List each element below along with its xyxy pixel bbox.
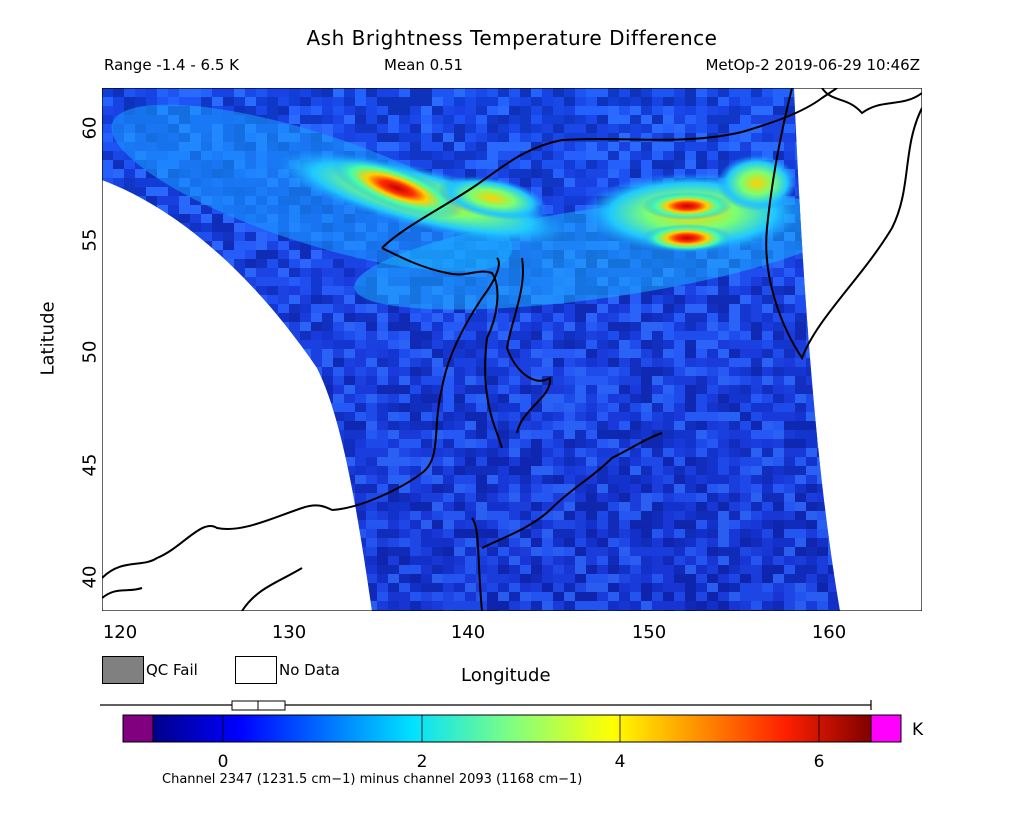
y-tick-label: 45 bbox=[79, 453, 101, 477]
colorbar bbox=[100, 700, 902, 743]
y-tick-label: 40 bbox=[79, 565, 101, 589]
y-tick-label: 50 bbox=[79, 340, 101, 364]
x-tick-label: 130 bbox=[271, 622, 307, 643]
colorbar-tick: 2 bbox=[416, 752, 428, 772]
chart-title: Ash Brightness Temperature Difference bbox=[306, 26, 718, 50]
data-swath bbox=[102, 88, 840, 611]
qc-fail-swatch bbox=[102, 656, 144, 684]
y-axis-label: Latitude bbox=[37, 301, 59, 376]
channel-footnote: Channel 2347 (1231.5 cm−1) minus channel… bbox=[162, 772, 583, 787]
colorbar-gradient bbox=[152, 714, 872, 743]
underflow-swatch bbox=[122, 714, 154, 743]
colorbar-tick: 4 bbox=[614, 752, 626, 772]
x-axis-label: Longitude bbox=[461, 665, 551, 686]
x-tick-label: 120 bbox=[102, 622, 138, 643]
x-tick-label: 150 bbox=[631, 622, 667, 643]
no-data-label: No Data bbox=[279, 661, 340, 679]
range-text: Range -1.4 - 6.5 K bbox=[104, 56, 239, 74]
mean-text: Mean 0.51 bbox=[384, 56, 464, 74]
y-tick-label: 60 bbox=[79, 116, 101, 140]
coastlines bbox=[102, 88, 922, 611]
overflow-swatch bbox=[870, 714, 902, 743]
colorbar-tick: 6 bbox=[813, 752, 825, 772]
colorbar-unit: K bbox=[912, 720, 924, 740]
satellite-time-text: MetOp-2 2019-06-29 10:46Z bbox=[705, 56, 920, 74]
colorbar-tick: 0 bbox=[217, 752, 229, 772]
x-tick-label: 140 bbox=[450, 622, 486, 643]
y-tick-label: 55 bbox=[79, 228, 101, 252]
no-data-swatch bbox=[235, 656, 277, 684]
qc-fail-label: QC Fail bbox=[146, 661, 198, 679]
ash-map-panel bbox=[102, 88, 922, 611]
x-tick-label: 160 bbox=[811, 622, 847, 643]
